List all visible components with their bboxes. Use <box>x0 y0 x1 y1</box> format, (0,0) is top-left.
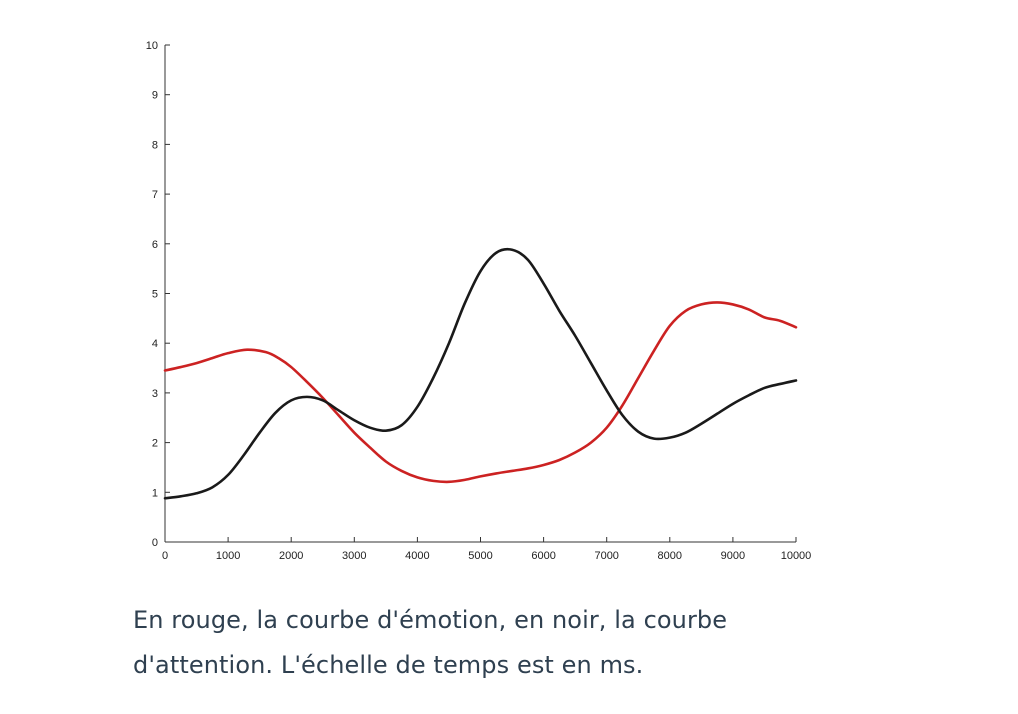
y-tick-label: 2 <box>152 438 158 450</box>
y-tick-label: 4 <box>152 338 158 350</box>
x-tick-label: 5000 <box>468 550 492 562</box>
y-tick-label: 9 <box>152 90 158 102</box>
line-chart: 0 1 2 3 4 5 6 7 8 9 10 0 1000 2000 3000 4000 5000 6000 700… <box>146 40 812 562</box>
caption-line-2: d'attention. L'échelle de temps est en m… <box>133 651 644 679</box>
x-tick-label: 10000 <box>781 550 812 562</box>
y-tick-label: 6 <box>152 239 158 251</box>
series-lines <box>163 247 798 500</box>
attention-curve-black <box>163 247 798 500</box>
y-tick-label: 0 <box>152 537 158 549</box>
x-tick-label: 9000 <box>721 550 745 562</box>
y-tick-label: 5 <box>152 289 158 301</box>
emotion-curve-red <box>163 301 798 484</box>
y-tick-label: 8 <box>152 139 158 151</box>
x-tick-label: 4000 <box>405 550 429 562</box>
x-tick-label: 6000 <box>531 550 555 562</box>
y-tick-label: 3 <box>152 388 158 400</box>
x-tick-label: 1000 <box>216 550 240 562</box>
ticks: 0 1 2 3 4 5 6 7 8 9 10 0 1000 2000 3000 4000 5000 6000 700… <box>146 40 812 562</box>
x-tick-label: 7000 <box>594 550 618 562</box>
x-tick-label: 8000 <box>658 550 682 562</box>
caption-line-1: En rouge, la courbe d'émotion, en noir, … <box>133 606 728 634</box>
y-tick-label: 7 <box>152 189 158 201</box>
x-tick-label: 2000 <box>279 550 303 562</box>
y-tick-label: 10 <box>146 40 158 52</box>
x-tick-label: 3000 <box>342 550 366 562</box>
y-tick-label: 1 <box>152 487 158 499</box>
x-tick-label: 0 <box>162 550 168 562</box>
figure-caption: En rouge, la courbe d'émotion, en noir, … <box>133 598 893 688</box>
axes <box>164 45 796 543</box>
